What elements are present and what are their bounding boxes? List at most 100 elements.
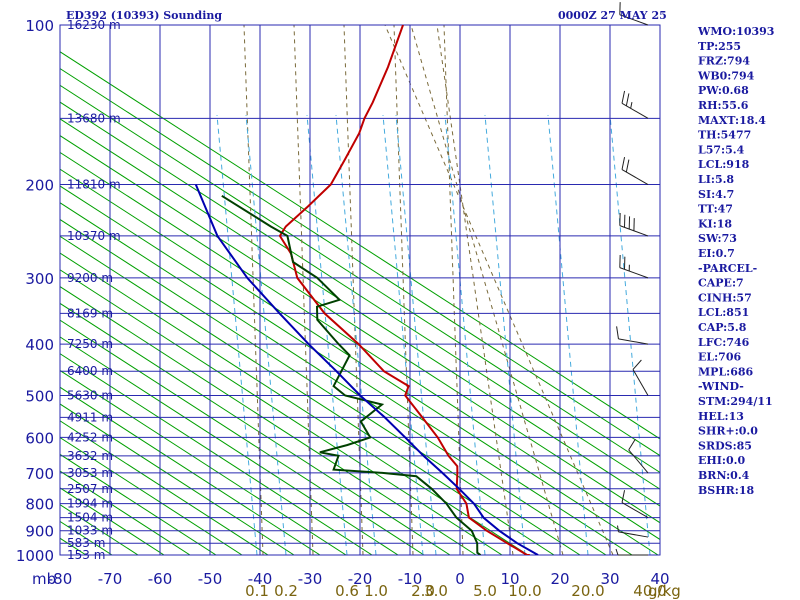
index-item: -WIND- — [698, 380, 744, 393]
index-item: FRZ:794 — [698, 55, 750, 68]
mixing-ratio-line — [609, 114, 651, 555]
index-item: SI:4.7 — [698, 188, 734, 201]
mixing-ratio-label: 3.0 — [424, 582, 448, 600]
dry-adiabat — [60, 202, 607, 555]
pressure-label: 1000 — [16, 547, 54, 565]
height-label: 10370 m — [67, 229, 121, 243]
pressure-label: 800 — [25, 496, 54, 514]
height-label: 4252 m — [67, 430, 113, 444]
dry-adiabat — [60, 185, 633, 555]
index-item: WB0:794 — [697, 69, 755, 82]
moist-adiabat — [384, 25, 614, 555]
isobars — [59, 24, 661, 556]
mixing-ratio-line — [444, 114, 486, 555]
index-item: BSHR:18 — [698, 484, 754, 497]
pressure-axis-labels: 100 200 300 400 500 600 700 800 900 1000 — [16, 17, 54, 565]
dry-adiabat — [60, 118, 660, 507]
dry-adiabat — [60, 403, 295, 555]
index-item: LCL:918 — [698, 158, 750, 171]
index-item: CINH:57 — [698, 291, 752, 304]
mixing-ratio-label: 2.0 — [411, 582, 435, 600]
dry-adiabat — [60, 168, 659, 555]
pressure-label: 200 — [25, 177, 54, 195]
sounding-profiles — [194, 25, 539, 555]
pressure-label: 500 — [25, 387, 54, 405]
dry-adiabat — [60, 386, 321, 555]
wind-barb — [619, 2, 649, 26]
temperature-tick-label: -70 — [98, 570, 123, 588]
index-item: CAP:5.8 — [698, 321, 747, 334]
height-label: 7250 m — [67, 337, 113, 351]
index-item: TH:5477 — [698, 129, 751, 142]
temperature-axis-labels: -80 -70 -60 -50 -40 -30 -20 -10 0 10 20 30 40 — [48, 570, 670, 588]
index-item: SRDS:85 — [698, 439, 752, 452]
temperature-tick-label: -80 — [48, 570, 73, 588]
dry-adiabat — [60, 51, 660, 440]
index-item: RH:55.6 — [698, 99, 749, 112]
isotherms — [59, 25, 661, 555]
pressure-label: 900 — [25, 523, 54, 541]
height-label: 1504 m — [67, 511, 113, 525]
temperature-tick-label: -30 — [298, 570, 323, 588]
dry-adiabat — [60, 286, 477, 555]
height-label: 13680 m — [67, 111, 121, 125]
mixing-ratio-line — [245, 114, 287, 555]
dry-adiabat — [60, 453, 217, 555]
dry-adiabat — [60, 252, 529, 555]
index-item: HEL:13 — [698, 410, 744, 423]
mixing-ratio-line — [547, 114, 589, 555]
height-label: 6400 m — [67, 364, 113, 378]
wind-barb — [619, 254, 649, 279]
height-label: 4911 m — [67, 410, 113, 424]
mixing-ratio-label: 20.0 — [571, 582, 604, 600]
index-item: SW:73 — [698, 232, 737, 245]
mixing-ratio-line — [216, 114, 258, 555]
index-item: WMO:10393 — [697, 25, 774, 38]
pressure-label: 700 — [25, 465, 54, 483]
index-item: KI:18 — [698, 217, 732, 230]
station-title: ED392 (10393) Sounding — [66, 9, 222, 22]
temperature-tick-label: 20 — [550, 570, 569, 588]
dry-adiabat — [60, 269, 503, 555]
wind-barb — [616, 326, 649, 345]
temperature-tick-label: 30 — [600, 570, 619, 588]
dry-adiabat — [60, 420, 269, 555]
height-label: 153 m — [67, 548, 105, 562]
temperature-tick-label: -20 — [348, 570, 373, 588]
dry-adiabat — [60, 135, 660, 524]
wind-barb-column — [615, 2, 649, 556]
sounding-time: 0000Z 27 MAY 25 — [558, 9, 667, 22]
mixing-ratio-label: 0.1 — [245, 582, 269, 600]
temperature-tick-label: -40 — [248, 570, 273, 588]
temperature-tick-label: 0 — [455, 570, 465, 588]
wind-barb — [628, 438, 649, 474]
dry-adiabat — [60, 336, 399, 555]
wind-barb — [621, 490, 649, 519]
wind-barb — [619, 212, 649, 237]
moist-adiabat — [436, 25, 514, 555]
height-labels: 16230 m 13680 m 11810 m 10370 m 9200 m 8169 m… — [67, 18, 121, 562]
mixing-ratio-unit-label: g/kg — [648, 582, 681, 600]
height-label: 3053 m — [67, 466, 113, 480]
height-label: 9200 m — [67, 271, 113, 285]
height-label: 11810 m — [67, 178, 121, 192]
mixing-ratio-label: 10.0 — [508, 582, 541, 600]
mixing-ratio-label: 40.0 — [633, 582, 666, 600]
mixing-ratio-line — [335, 114, 377, 555]
index-item: PW:0.68 — [698, 84, 749, 97]
height-label: 1994 m — [67, 497, 113, 511]
pressure-label: 600 — [25, 429, 54, 447]
index-item: -PARCEL- — [698, 262, 757, 275]
index-item: STM:294/11 — [698, 395, 773, 408]
height-label: 5630 m — [67, 388, 113, 402]
dewpoint-profile — [221, 194, 482, 555]
index-item: EL:706 — [698, 351, 741, 364]
temperature-tick-label: -60 — [148, 570, 173, 588]
height-label: 583 m — [67, 536, 105, 550]
height-label: 1033 m — [67, 524, 113, 538]
temperature-tick-label: -50 — [198, 570, 223, 588]
temperature-tick-label: -10 — [398, 570, 423, 588]
pressure-label: 400 — [25, 336, 54, 354]
